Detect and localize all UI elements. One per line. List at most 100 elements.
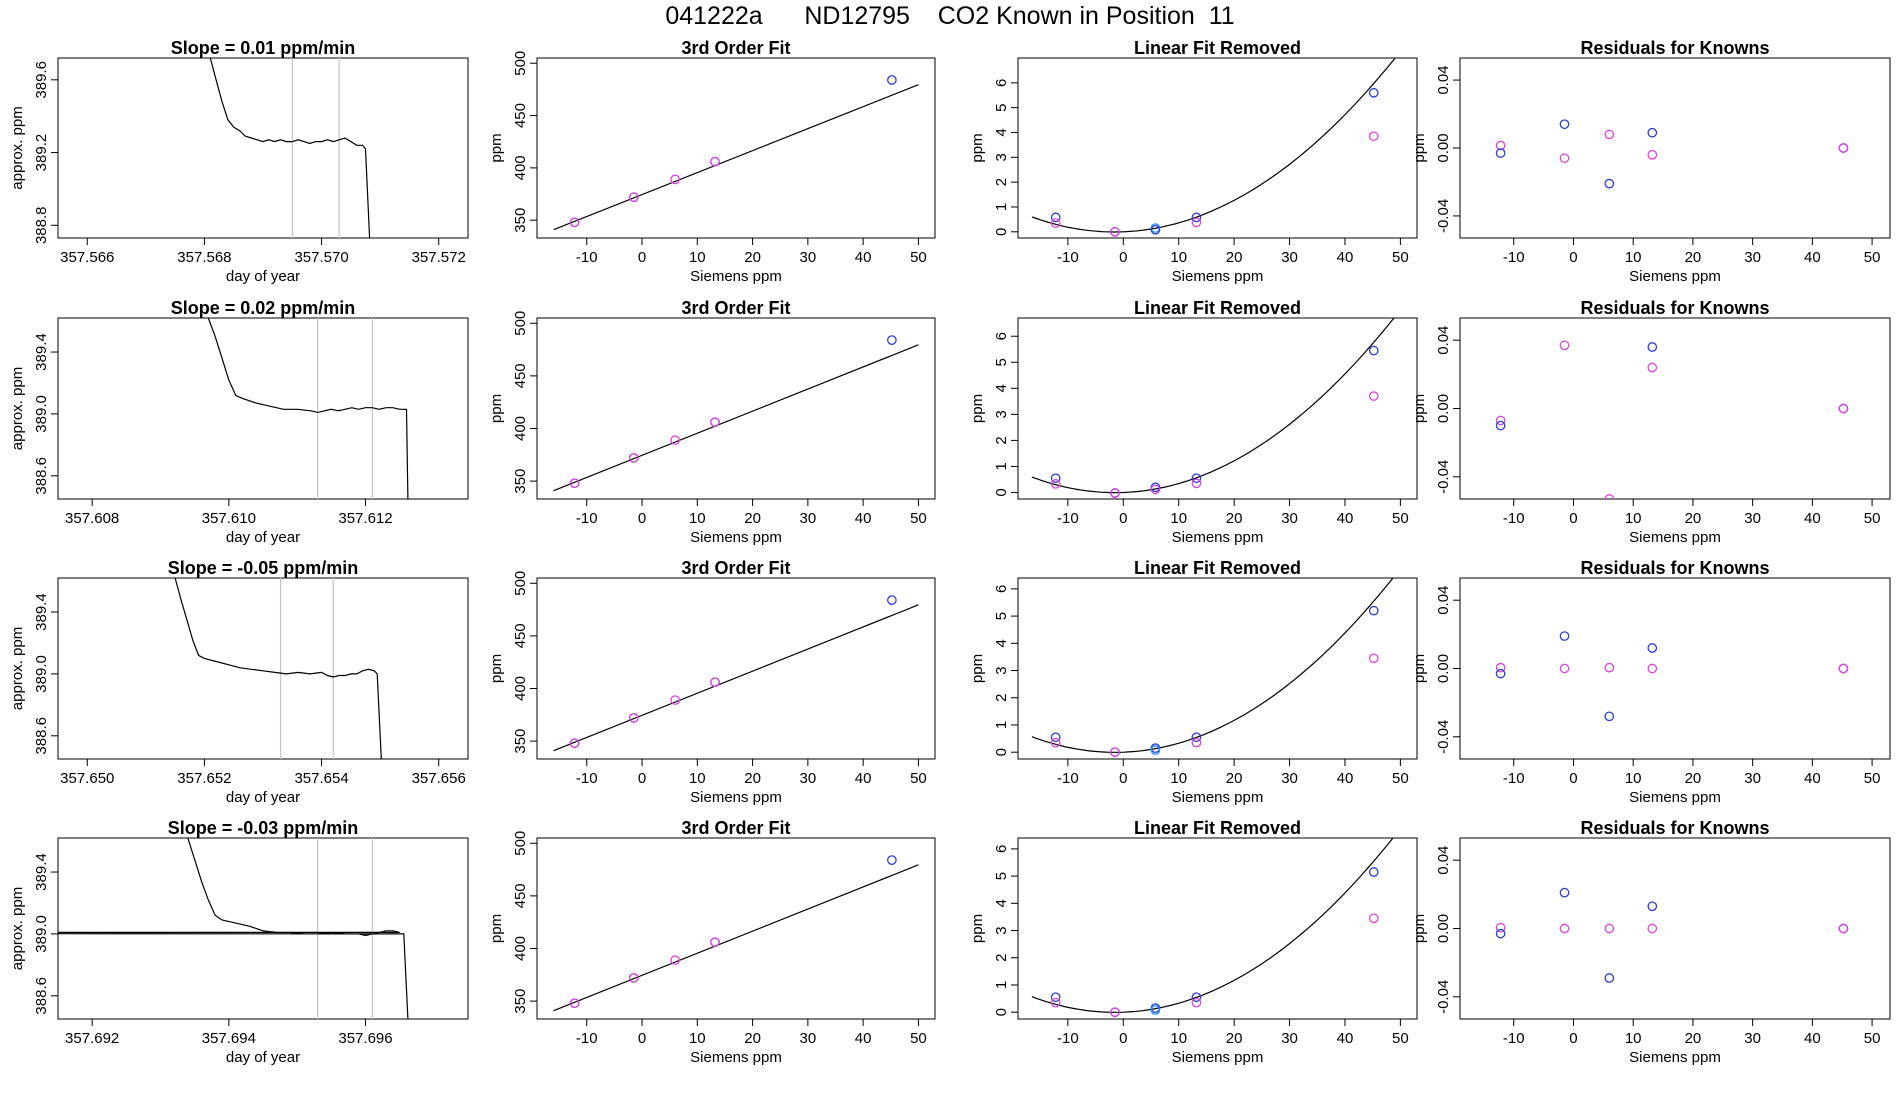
- x-tick-label: 50: [910, 770, 927, 787]
- y-tick-label: 500: [512, 311, 529, 336]
- x-tick-label: 357.608: [65, 510, 119, 527]
- plot-frame: [1459, 57, 1891, 239]
- y-tick-label: 389.2: [33, 134, 50, 172]
- ppm-trace-line: [58, 838, 409, 1019]
- panel-title: Residuals for Knowns: [1580, 558, 1769, 578]
- x-tick-label: 30: [1281, 770, 1298, 787]
- data-point-blue: [1150, 224, 1161, 235]
- x-axis-label: day of year: [226, 268, 300, 285]
- panel-r2-c0: Slope = -0.05 ppm/min 357.650 357.652 357.6…: [9, 558, 469, 806]
- data-point-magenta: [1050, 737, 1061, 748]
- x-tick-label: 357.612: [338, 510, 392, 527]
- fit-line: [553, 84, 919, 231]
- y-tick-label: 350: [512, 729, 529, 754]
- data-point-blue: [887, 595, 897, 605]
- data-point-magenta: [670, 435, 681, 445]
- data-point-magenta: [670, 955, 681, 965]
- x-tick-label: 40: [1804, 510, 1821, 527]
- y-tick-label: 2: [993, 694, 1010, 702]
- data-point-magenta: [710, 677, 720, 688]
- panel-r1-c1: 3rd Order Fit -10 0 10 20 30 40 50 350 400 450 500 S…: [488, 298, 936, 546]
- x-tick-label: 357.656: [412, 770, 466, 787]
- data-point-blue: [1368, 345, 1379, 356]
- plot-area: [1031, 838, 1394, 1018]
- data-point-magenta: [1838, 143, 1849, 153]
- x-tick-label: 50: [1864, 249, 1881, 266]
- x-tick-label: 0: [1569, 249, 1577, 266]
- x-axis-label: Siemens ppm: [1172, 529, 1264, 546]
- x-tick-label: 20: [744, 510, 761, 527]
- data-point-magenta: [1050, 218, 1061, 228]
- x-axis-label: Siemens ppm: [1629, 789, 1721, 806]
- panel-r1-c3: Residuals for Knowns -10 0 10 20 30 40 50 -0.04 0…: [1411, 298, 1891, 546]
- y-tick-label: 0.04: [1435, 846, 1452, 875]
- x-tick-label: 30: [800, 770, 817, 787]
- x-tick-label: 50: [1392, 1030, 1409, 1047]
- data-point-blue: [887, 855, 897, 865]
- x-tick-label: 357.696: [338, 1030, 392, 1047]
- x-tick-label: 10: [1625, 249, 1642, 266]
- y-axis-label: ppm: [488, 654, 505, 683]
- y-tick-label: 450: [512, 883, 529, 908]
- x-tick-label: 30: [1744, 510, 1761, 527]
- x-tick-label: 30: [1744, 249, 1761, 266]
- x-tick-label: 357.652: [177, 770, 231, 787]
- y-tick-label: 388.6: [33, 717, 50, 755]
- data-point-blue: [1050, 473, 1061, 484]
- y-tick-label: 350: [512, 469, 529, 494]
- plot-area: [209, 58, 371, 238]
- y-tick-label: 3: [993, 926, 1010, 934]
- data-point-magenta: [710, 937, 720, 948]
- data-point-magenta: [1110, 488, 1120, 499]
- y-tick-label: 0.04: [1435, 326, 1452, 355]
- data-point-blue: [1604, 973, 1615, 983]
- x-tick-label: 357.572: [412, 249, 466, 266]
- data-point-magenta: [1559, 153, 1570, 164]
- x-tick-label: 10: [689, 1030, 706, 1047]
- data-point-blue: [1559, 887, 1570, 898]
- y-tick-label: 0: [993, 228, 1010, 236]
- x-tick-label: 30: [800, 1030, 817, 1047]
- x-tick-label: 40: [1337, 510, 1354, 527]
- panel-r0-c3: Residuals for Knowns -10 0 10 20 30 40 50 -0.04 0…: [1411, 38, 1891, 285]
- plot-area: [553, 75, 919, 231]
- x-tick-label: 357.694: [202, 1030, 256, 1047]
- data-point-magenta: [1110, 747, 1120, 758]
- y-tick-label: 388.8: [33, 206, 50, 244]
- data-point-blue: [1050, 732, 1061, 743]
- x-tick-label: 20: [1685, 510, 1702, 527]
- y-tick-label: 500: [512, 831, 529, 856]
- x-tick-label: 50: [910, 510, 927, 527]
- x-tick-label: 0: [1569, 1030, 1577, 1047]
- data-point-magenta: [1559, 663, 1570, 674]
- data-point-magenta: [1604, 662, 1615, 673]
- plot-area: [1495, 887, 1849, 983]
- plot-frame: [57, 577, 469, 760]
- data-point-magenta: [628, 453, 639, 463]
- x-axis-label: Siemens ppm: [690, 1049, 782, 1066]
- x-tick-label: -10: [1057, 770, 1079, 787]
- panel-title: Residuals for Knowns: [1580, 298, 1769, 318]
- data-point-magenta: [1110, 226, 1120, 237]
- data-point-magenta: [1838, 923, 1849, 934]
- y-tick-label: 389.4: [33, 333, 50, 371]
- data-point-magenta: [628, 973, 639, 983]
- fit-curve: [1031, 578, 1394, 753]
- x-tick-label: -10: [576, 249, 598, 266]
- y-tick-label: 0.00: [1435, 133, 1452, 162]
- x-axis-label: Siemens ppm: [1172, 789, 1264, 806]
- x-tick-label: 40: [1337, 249, 1354, 266]
- x-tick-label: 0: [1119, 770, 1127, 787]
- plot-area: [1031, 318, 1395, 499]
- y-tick-label: 389.0: [33, 915, 50, 953]
- x-tick-label: 50: [910, 249, 927, 266]
- data-point-magenta: [710, 417, 720, 428]
- y-tick-label: 6: [993, 79, 1010, 87]
- x-tick-label: 20: [744, 249, 761, 266]
- x-tick-label: 30: [1744, 1030, 1761, 1047]
- data-point-magenta: [1368, 653, 1379, 664]
- y-axis-label: ppm: [1411, 394, 1428, 423]
- x-tick-label: 357.650: [60, 770, 114, 787]
- y-tick-label: 389.4: [33, 853, 50, 891]
- y-tick-label: -0.04: [1435, 199, 1452, 233]
